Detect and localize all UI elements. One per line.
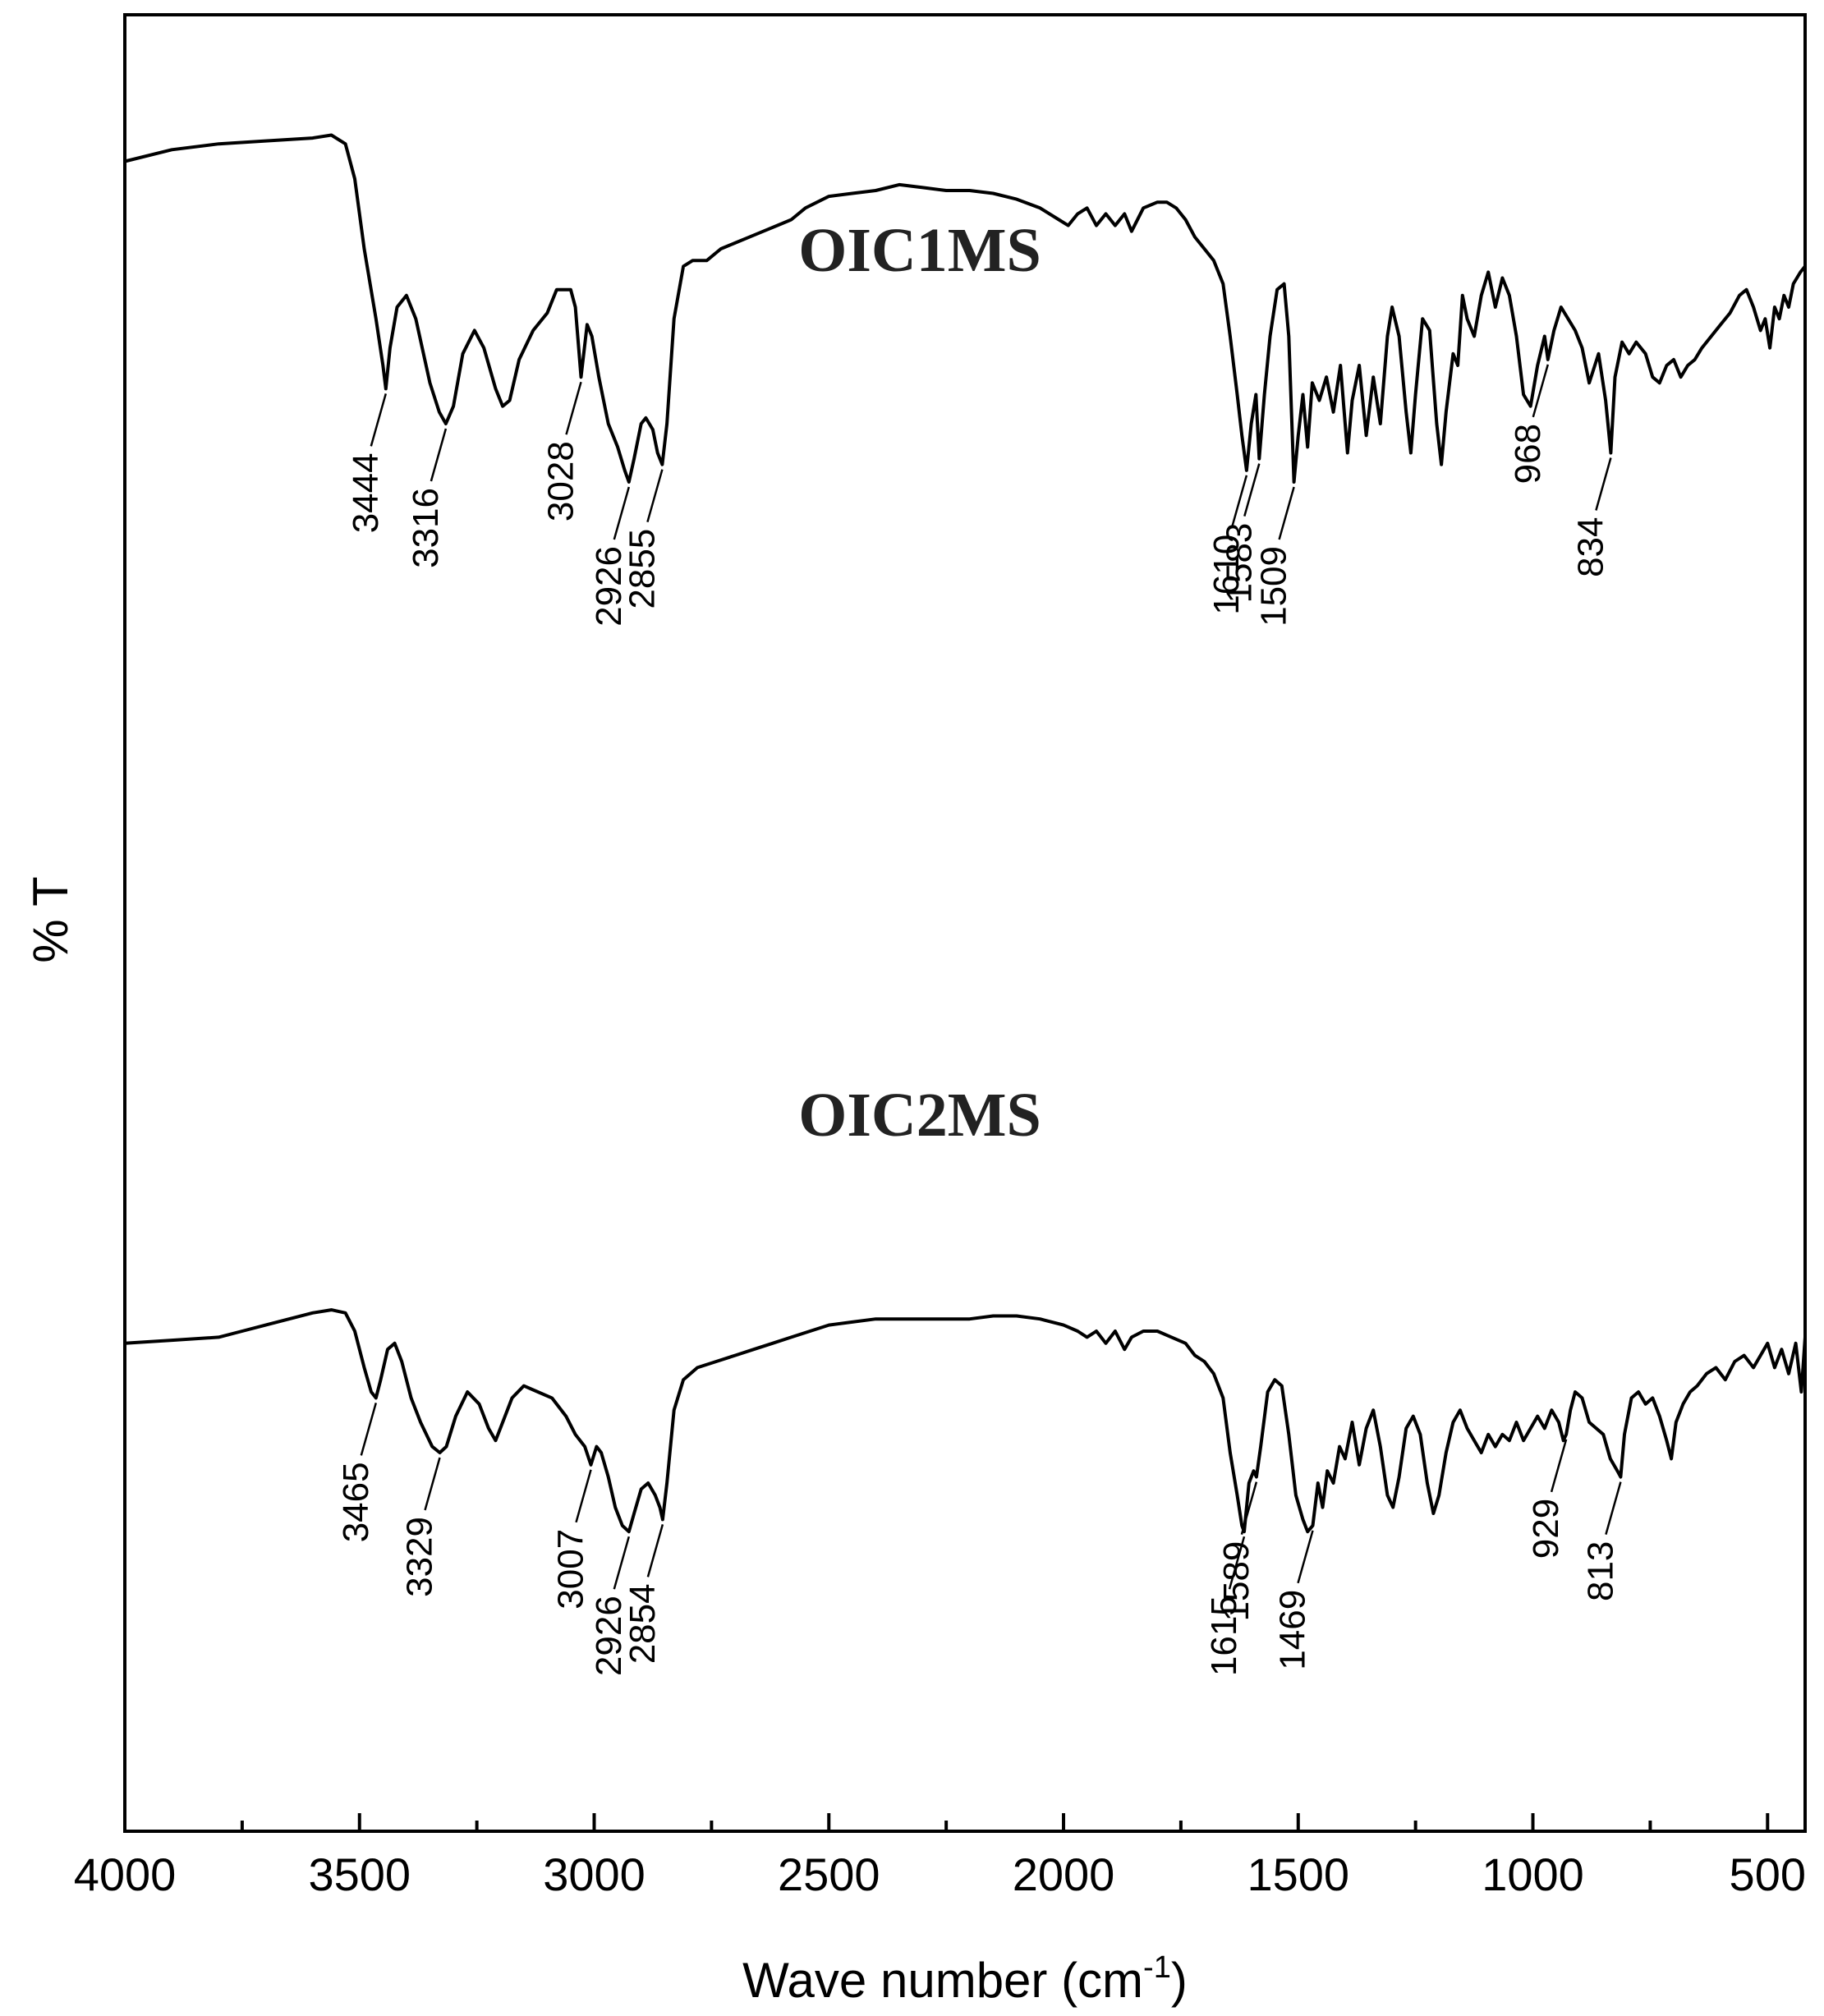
- peak-leader-line: [646, 469, 664, 523]
- x-tick-label: 3500: [308, 1848, 411, 1900]
- x-axis-label-main: Wave number (cm: [742, 1953, 1143, 2008]
- x-axis-label-close: ): [1171, 1953, 1188, 2008]
- peak-label: 2926: [589, 546, 629, 627]
- series-label-oic1ms: OIC1MS: [798, 216, 1041, 285]
- x-tick-label: 500: [1730, 1848, 1806, 1900]
- peak-label: 2855: [622, 529, 662, 609]
- peak-label: 2926: [589, 1596, 629, 1676]
- peak-leader-line: [1297, 1530, 1314, 1584]
- peak-label: 1469: [1273, 1590, 1313, 1670]
- peak-leader-line: [565, 381, 582, 435]
- peak-label: 1589: [1216, 1541, 1257, 1622]
- peak-label: 834: [1570, 517, 1610, 577]
- series-line-oic1ms: [124, 133, 1807, 484]
- peak-leader-line: [613, 486, 631, 540]
- peak-leader-line: [1243, 463, 1261, 517]
- peak-leader-line: [575, 1469, 592, 1523]
- x-tick-label: 3000: [543, 1848, 646, 1900]
- peak-label: 2854: [623, 1583, 663, 1664]
- peak-leader-line: [424, 1457, 441, 1511]
- x-tick-label: 1500: [1247, 1848, 1349, 1900]
- peak-leader-line: [430, 428, 448, 482]
- plot-frame: [123, 13, 1807, 1833]
- peak-label: 3007: [551, 1529, 591, 1610]
- x-tick-label: 2500: [778, 1848, 880, 1900]
- peak-leader-line: [1550, 1439, 1568, 1493]
- peak-label: 3444: [346, 452, 386, 533]
- peak-leader-line: [1228, 1536, 1246, 1590]
- peak-label: 1583: [1219, 523, 1259, 604]
- peak-label: 1509: [1254, 546, 1294, 627]
- peak-label: 3316: [406, 488, 446, 568]
- peak-label: 1615: [1204, 1596, 1244, 1676]
- x-tick-label: 2000: [1013, 1848, 1115, 1900]
- peak-leader-line: [1595, 457, 1612, 511]
- peak-leader-line: [1278, 486, 1295, 540]
- peak-label: 968: [1508, 424, 1548, 484]
- x-axis: 4000 3500 3000 2500 2000 1500 1000 500: [74, 1813, 1806, 1900]
- peak-leader-line: [1532, 364, 1550, 418]
- x-axis-label-superscript: -1: [1143, 1950, 1171, 1985]
- series-label-oic2ms: OIC2MS: [798, 1081, 1041, 1150]
- peak-leader-line: [1230, 475, 1248, 529]
- peak-label: 3329: [400, 1517, 440, 1597]
- x-tick-label: 4000: [74, 1848, 177, 1900]
- peak-label: 929: [1526, 1499, 1566, 1559]
- peak-leader-line: [370, 393, 388, 447]
- peak-leader-line: [1240, 1481, 1258, 1535]
- x-tick-label: 1000: [1482, 1848, 1584, 1900]
- peak-leader-line: [646, 1524, 664, 1577]
- peak-label: 813: [1580, 1541, 1620, 1601]
- peak-label: 3028: [541, 441, 581, 521]
- peak-leader-line: [613, 1536, 631, 1590]
- peak-leader-line: [360, 1403, 378, 1456]
- peak-label: 1610: [1206, 535, 1247, 615]
- x-axis-label: Wave number (cm-1): [742, 1950, 1188, 2008]
- peak-leader-line: [1605, 1481, 1622, 1535]
- peak-label: 3465: [336, 1462, 376, 1542]
- y-axis-label: % T: [23, 876, 78, 963]
